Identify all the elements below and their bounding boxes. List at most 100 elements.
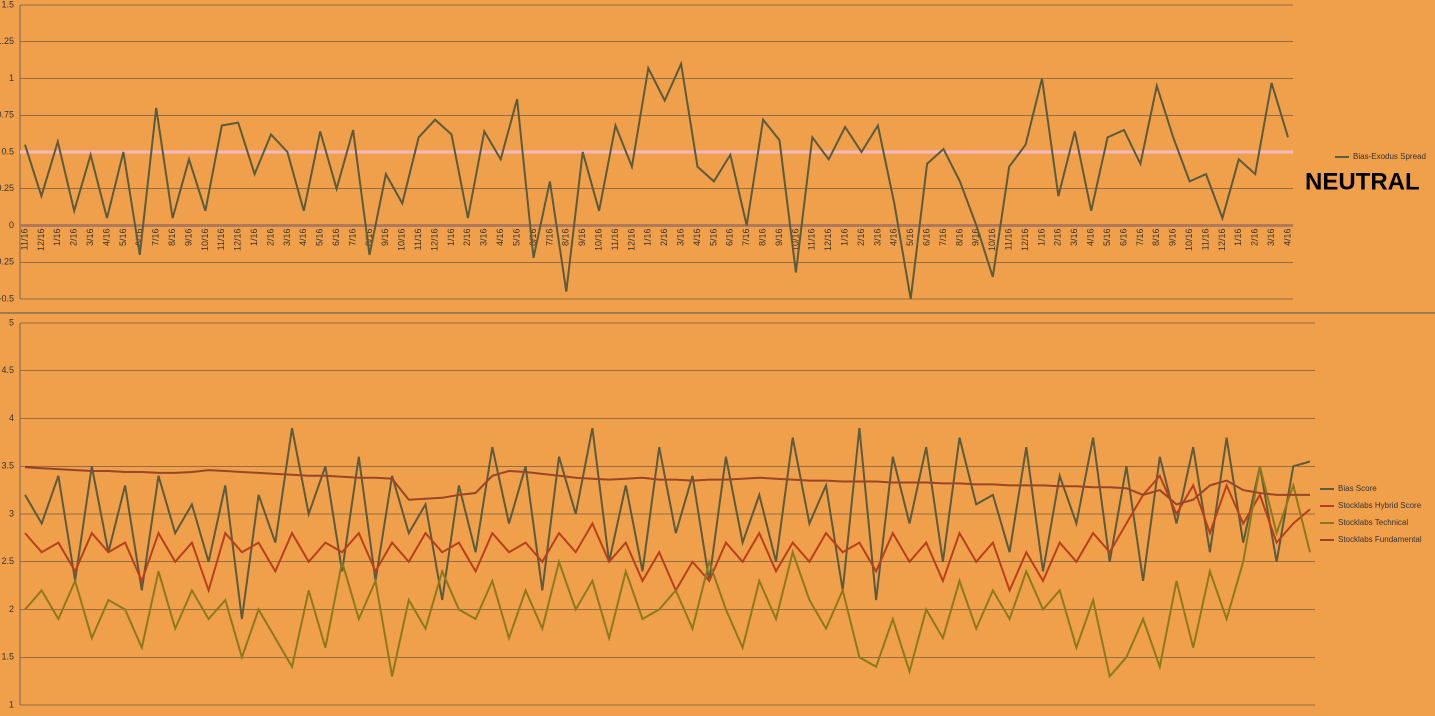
x-tick-label: 3/16 [282, 229, 292, 247]
x-tick-label: 2/16 [659, 229, 669, 247]
x-tick-label: 11/16 [413, 229, 423, 251]
legend-label: Stocklabs Fundamental [1338, 535, 1422, 544]
x-tick-label: 1/16 [52, 229, 62, 247]
x-tick-label: 6/16 [922, 229, 932, 247]
x-tick-label: 6/16 [528, 229, 538, 247]
x-tick-label: 9/16 [1168, 229, 1178, 247]
x-tick-label: 11/16 [19, 229, 29, 251]
series-line [24, 466, 1310, 506]
x-tick-label: 12/16 [233, 229, 243, 252]
y-tick-label: 1.25 [0, 36, 14, 46]
x-tick-label: 7/16 [347, 229, 357, 247]
y-tick-label: 4.5 [1, 365, 14, 375]
x-tick-label: 5/16 [708, 229, 718, 247]
x-tick-label: 3/16 [675, 229, 685, 247]
x-tick-label: 10/16 [1184, 229, 1194, 252]
y-tick-label: 3.5 [1, 461, 14, 471]
y-tick-label: 1 [9, 73, 14, 83]
x-tick-label: 9/16 [774, 229, 784, 247]
y-tick-label: -0.25 [0, 257, 14, 267]
series-line [24, 60, 1289, 300]
x-tick-label: 4/16 [1086, 229, 1096, 247]
y-tick-label: 0.5 [1, 146, 14, 156]
x-tick-label: 4/16 [298, 229, 308, 247]
x-tick-label: 9/16 [183, 229, 193, 247]
y-tick-label: 2 [9, 604, 14, 614]
x-tick-label: 7/16 [544, 229, 554, 247]
x-tick-label: 12/16 [626, 229, 636, 252]
x-tick-label: 8/16 [561, 229, 571, 247]
y-tick-label: 5 [9, 317, 14, 327]
x-tick-label: 1/16 [643, 229, 653, 247]
x-tick-label: 4/16 [495, 228, 505, 246]
x-tick-label: 10/16 [200, 229, 210, 252]
x-tick-label: 7/16 [938, 229, 948, 247]
x-tick-label: 2/16 [462, 229, 472, 247]
x-tick-label: 4/16 [692, 229, 702, 247]
x-tick-label: 12/16 [429, 229, 439, 252]
x-tick-label: 1/16 [1233, 229, 1243, 247]
legend-label: Stocklabs Hybrid Score [1338, 501, 1422, 510]
x-tick-label: 9/16 [971, 229, 981, 247]
x-tick-label: 5/16 [1102, 229, 1112, 247]
x-tick-label: 3/16 [479, 229, 489, 247]
x-tick-label: 7/16 [741, 229, 751, 247]
x-tick-label: 9/16 [380, 229, 390, 247]
x-tick-label: 12/16 [1020, 229, 1030, 252]
y-tick-label: 1.5 [1, 0, 14, 9]
x-tick-label: 2/16 [1053, 229, 1063, 247]
y-tick-label: 0.75 [0, 110, 14, 120]
x-tick-label: 7/16 [1135, 229, 1145, 247]
x-tick-label: 8/16 [954, 229, 964, 247]
series-line [24, 466, 1311, 679]
x-tick-label: 9/16 [577, 229, 587, 247]
y-tick-label: 4 [9, 413, 14, 423]
x-tick-label: 11/16 [216, 229, 226, 251]
x-tick-label: 8/16 [167, 229, 177, 247]
x-tick-label: 3/16 [1069, 229, 1079, 247]
x-tick-label: 10/16 [987, 229, 997, 252]
x-tick-label: 10/16 [397, 229, 407, 252]
legend-label: Bias-Exodus Spread [1353, 152, 1426, 161]
y-tick-label: 1.5 [1, 652, 14, 662]
x-tick-label: 6/16 [725, 229, 735, 247]
x-tick-label: 5/16 [905, 229, 915, 247]
x-tick-label: 4/16 [101, 229, 111, 247]
legend-label: Stocklabs Technical [1338, 518, 1408, 527]
x-tick-label: 8/16 [757, 229, 767, 247]
x-tick-label: 4/16 [1282, 229, 1292, 247]
x-tick-label: 3/16 [1266, 229, 1276, 247]
y-tick-label: -0.5 [0, 293, 14, 303]
x-tick-label: 1/16 [840, 229, 850, 247]
x-tick-label: 5/16 [315, 229, 325, 247]
x-tick-label: 2/16 [856, 229, 866, 247]
x-tick-label: 8/16 [1151, 229, 1161, 247]
y-tick-label: 2.5 [1, 556, 14, 566]
x-tick-label: 7/16 [151, 229, 161, 247]
x-tick-label: 3/16 [872, 229, 882, 247]
x-tick-label: 12/16 [1217, 229, 1227, 252]
x-tick-label: 2/16 [1250, 229, 1260, 247]
x-tick-label: 11/16 [1200, 229, 1210, 251]
series-line [24, 427, 1311, 620]
x-tick-label: 1/16 [1036, 229, 1046, 247]
x-tick-label: 4/16 [889, 229, 899, 247]
x-tick-label: 6/16 [134, 229, 144, 247]
x-tick-label: 2/16 [265, 229, 275, 247]
x-tick-label: 11/16 [807, 229, 817, 251]
series-line [24, 473, 1311, 594]
x-tick-label: 10/16 [790, 229, 800, 252]
y-tick-label: 0 [9, 220, 14, 230]
x-tick-label: 6/16 [1118, 229, 1128, 247]
x-tick-label: 8/16 [364, 229, 374, 247]
y-tick-label: 3 [9, 508, 14, 518]
x-tick-label: 6/16 [331, 229, 341, 247]
x-tick-label: 3/16 [85, 229, 95, 247]
x-tick-label: 11/16 [1004, 228, 1014, 250]
x-tick-label: 11/16 [610, 229, 620, 251]
x-tick-label: 5/16 [118, 229, 128, 247]
x-tick-label: 12/16 [823, 229, 833, 252]
